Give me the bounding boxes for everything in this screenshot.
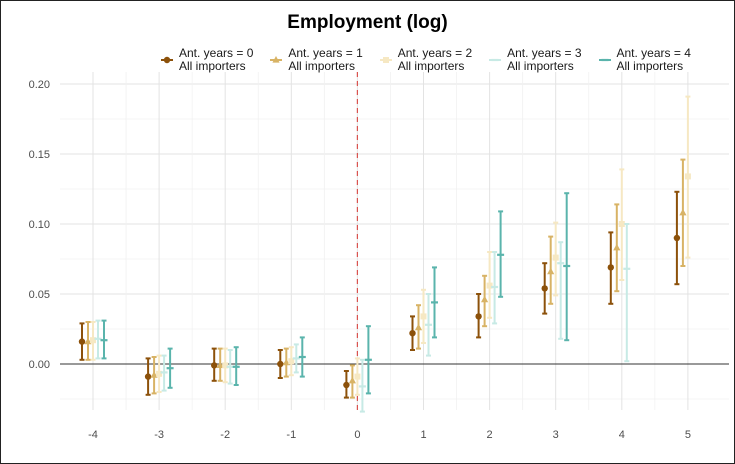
point-marker <box>382 57 389 63</box>
y-tick-label: 0.15 <box>29 149 50 161</box>
point-marker <box>216 361 224 368</box>
point-marker <box>211 362 218 369</box>
legend-label-4a: Ant. years = 4 <box>616 46 691 60</box>
x-tick-label: 4 <box>619 429 625 441</box>
point-marker <box>222 362 229 369</box>
x-tick-label: 5 <box>685 429 691 441</box>
legend-key-4 <box>598 58 611 62</box>
legend-label-3b: All importers <box>507 59 574 73</box>
gridlines <box>60 72 729 410</box>
x-tick-label: 2 <box>487 429 493 441</box>
x-tick-label: 3 <box>553 429 559 441</box>
legend-item-0: Ant. years = 0 All importers <box>158 47 253 73</box>
point-marker <box>163 56 171 64</box>
point-marker <box>348 376 356 384</box>
point-marker <box>613 243 621 251</box>
x-tick-label: 1 <box>420 429 426 441</box>
point-marker <box>144 373 152 380</box>
chart-legend: Ant. years = 0 All importers Ant. years =… <box>158 47 705 73</box>
x-tick-label: 0 <box>354 429 360 441</box>
legend-label-0a: Ant. years = 0 <box>179 46 254 60</box>
point-marker <box>409 330 416 337</box>
legend-label-2a: Ant. years = 2 <box>397 46 473 60</box>
legend-key-1 <box>270 56 283 63</box>
legend-label-1a: Ant. years = 1 <box>288 46 363 60</box>
series-2 <box>90 95 691 396</box>
point-marker <box>420 313 427 320</box>
legend-label-0b: All importers <box>179 59 246 73</box>
series-0 <box>78 190 681 399</box>
point-marker <box>272 56 280 63</box>
point-marker <box>541 285 548 292</box>
point-marker <box>547 267 555 275</box>
legend-label-4b: All importers <box>616 59 684 73</box>
point-marker <box>618 221 625 227</box>
x-tick-label: -3 <box>154 429 164 441</box>
legend-label-1b: All importers <box>288 59 356 73</box>
legend-item-3: Ant. years = 3 All importers <box>486 46 582 73</box>
point-marker <box>150 371 158 378</box>
legend-key-2 <box>379 57 392 63</box>
series-1 <box>84 158 687 399</box>
point-marker <box>156 370 163 377</box>
point-marker <box>684 173 691 180</box>
x-tick-label: -4 <box>88 429 98 441</box>
legend-item-1: Ant. years = 1 All importers <box>267 46 363 73</box>
point-marker <box>84 337 92 345</box>
y-tick-label: 0.05 <box>29 289 50 301</box>
series-3 <box>94 223 631 413</box>
point-marker <box>288 358 295 365</box>
legend-label-2b: All importers <box>397 59 465 73</box>
point-marker <box>414 323 423 331</box>
x-tick-label: -2 <box>220 429 230 441</box>
point-marker <box>277 360 284 368</box>
y-tick-label: 0.10 <box>29 219 50 231</box>
y-tick-label: 0.00 <box>29 359 50 371</box>
point-marker <box>354 373 361 380</box>
point-marker <box>78 338 86 345</box>
x-tick-label: -1 <box>286 429 296 441</box>
point-marker <box>486 282 493 289</box>
point-marker <box>552 254 559 261</box>
chart-title: Employment (log) <box>287 12 448 33</box>
point-marker <box>475 313 482 320</box>
point-marker <box>90 337 96 344</box>
legend-item-4: Ant. years = 4 All importers <box>596 47 691 73</box>
series-4 <box>100 192 571 395</box>
legend-item-2: Ant. years = 2 All importers <box>377 47 472 73</box>
legend-label-3a: Ant. years = 3 <box>507 46 582 60</box>
point-marker <box>343 381 350 389</box>
point-marker <box>607 264 614 271</box>
legend-key-0 <box>161 56 173 64</box>
point-marker <box>481 295 489 303</box>
y-tick-label: 0.20 <box>29 79 50 91</box>
point-marker <box>673 234 681 242</box>
point-marker <box>282 358 290 366</box>
legend-key-3 <box>489 58 502 62</box>
point-marker <box>679 208 687 216</box>
